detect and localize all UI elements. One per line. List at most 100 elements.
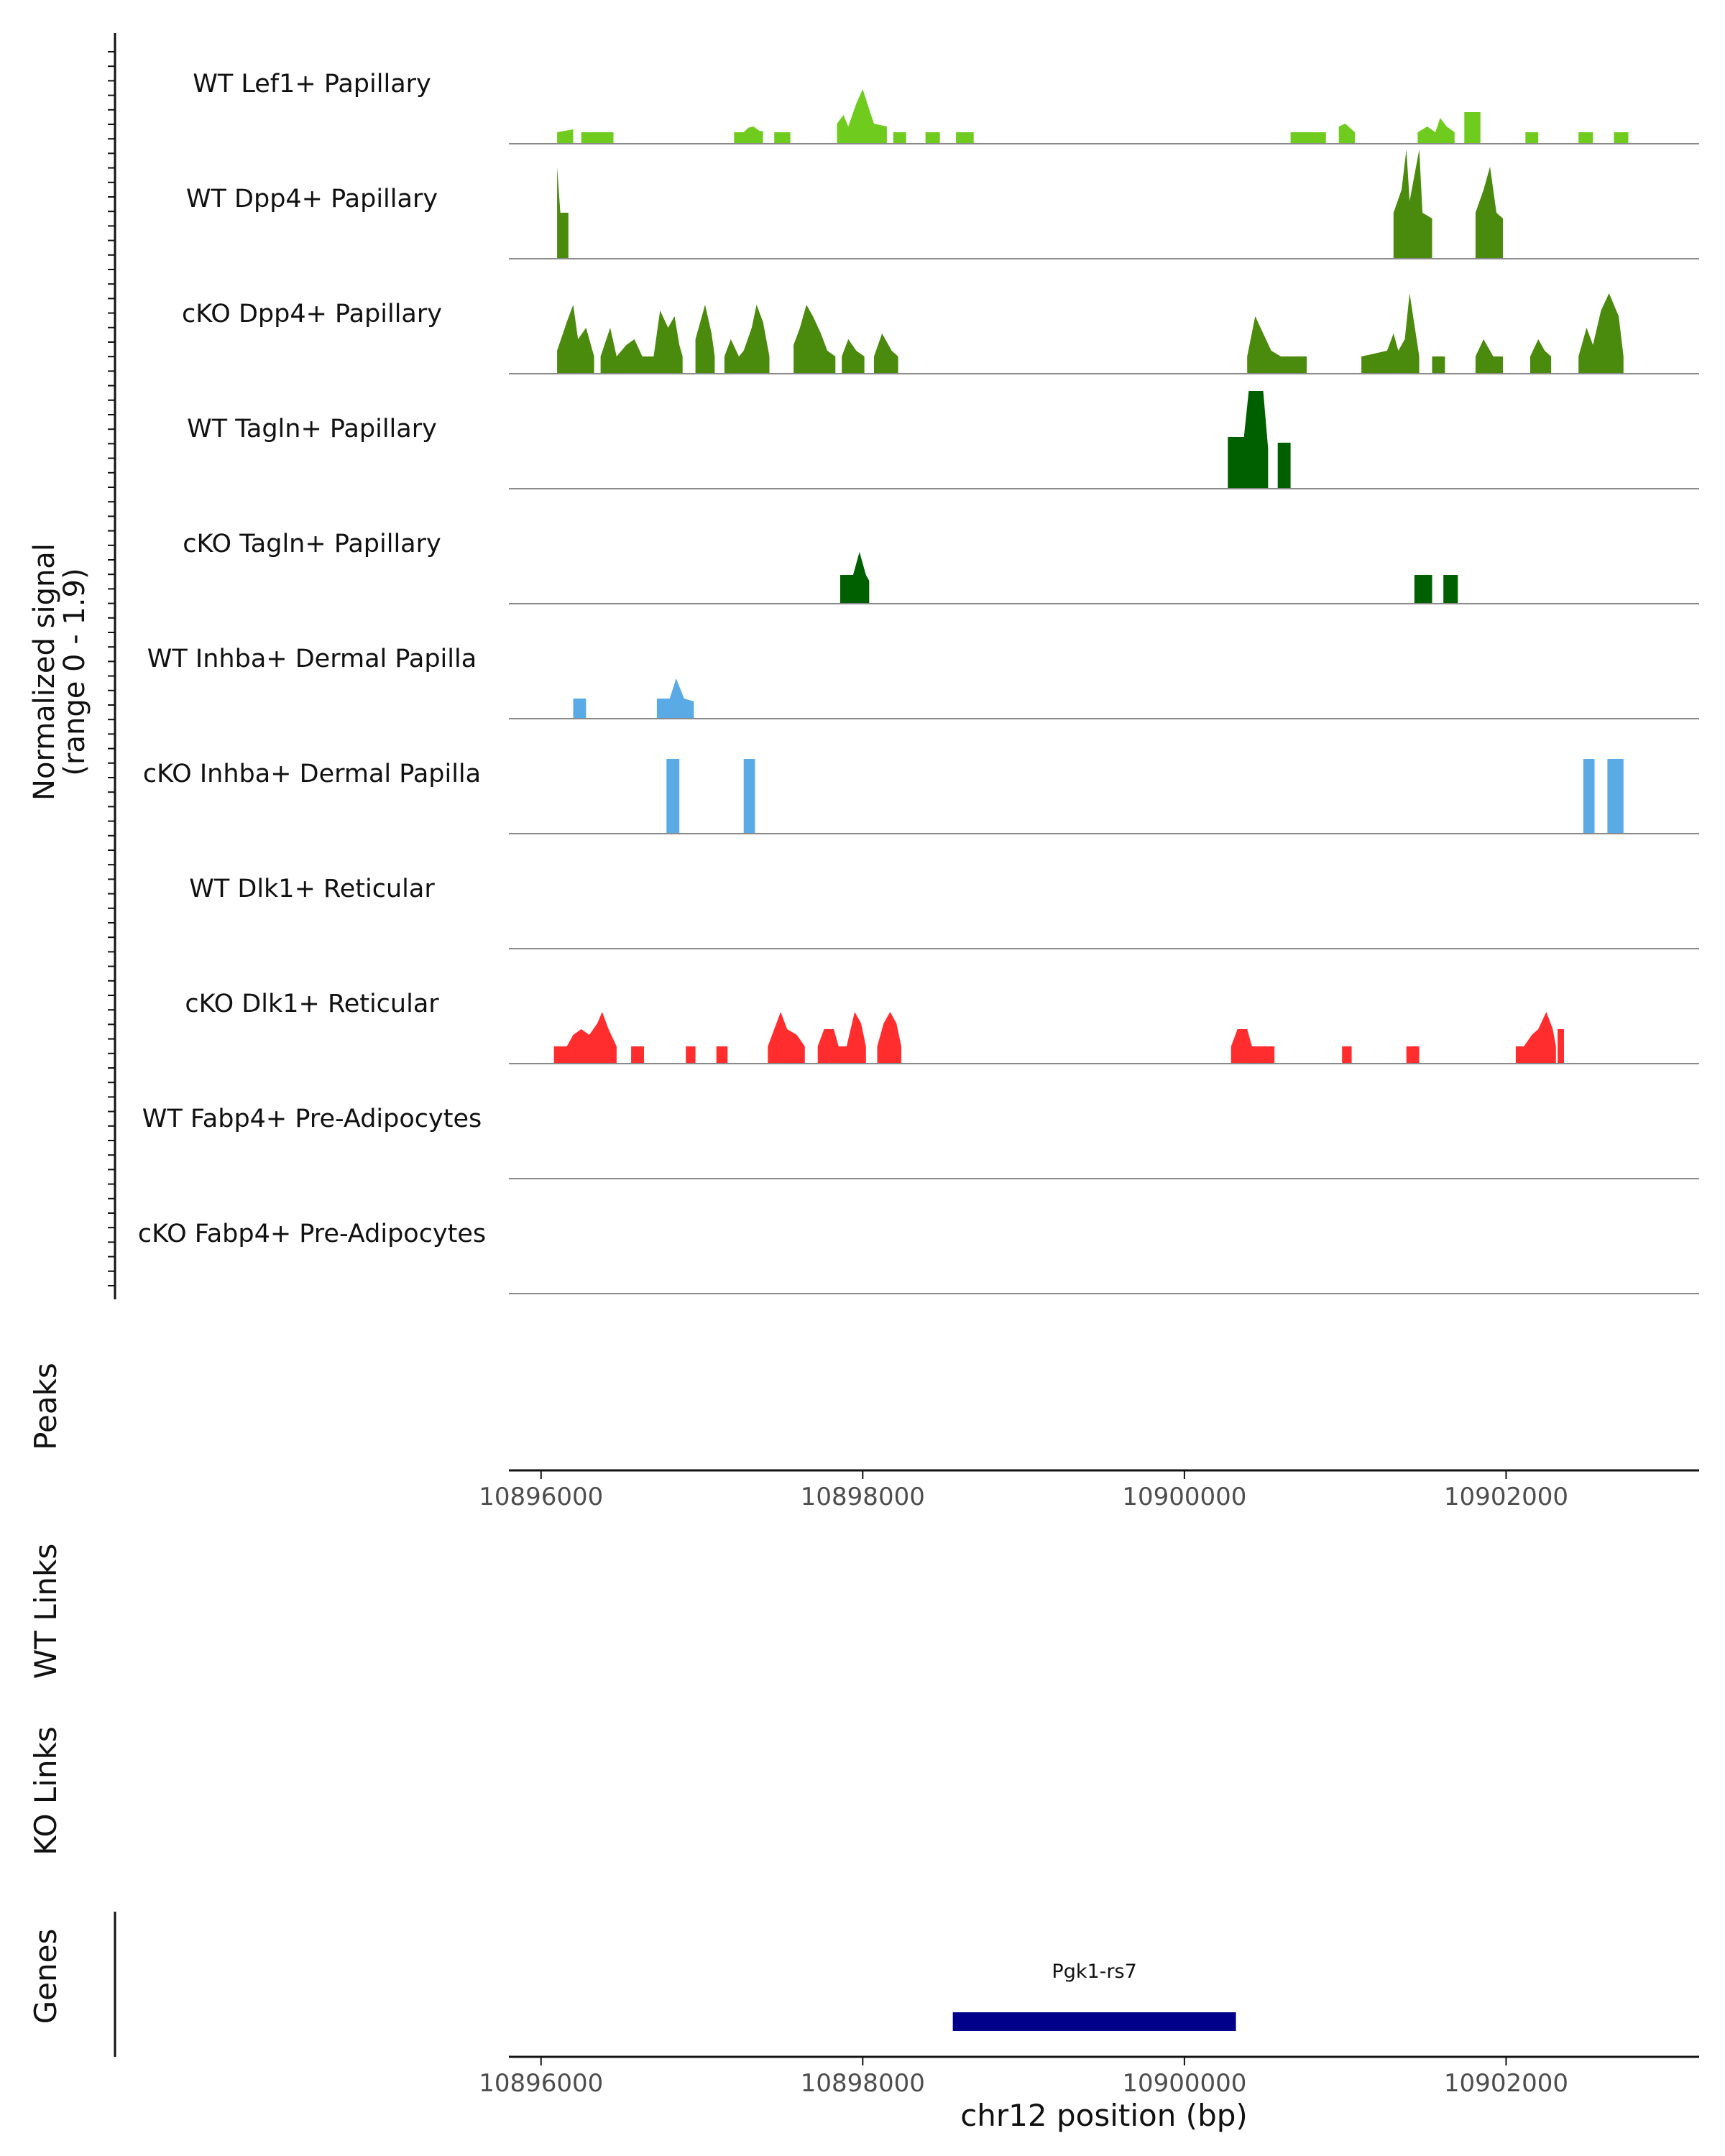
coverage-peak [1432,356,1445,374]
coverage-peak [581,132,614,144]
coverage-peak [874,333,898,374]
coverage-peak [1475,167,1503,259]
coverage-peak [557,167,569,259]
x-tick-label: 10900000 [1122,2069,1246,2098]
coverage-peak [1247,316,1307,374]
x-tick-label: 10902000 [1444,2069,1568,2098]
coverage-peak [716,1046,728,1064]
coverage-peak [1417,118,1455,144]
coverage-peak [557,129,574,144]
coverage-peak [1515,1012,1556,1064]
y-axis-label: Normalized signal [28,543,61,801]
coverage-peak [794,305,836,374]
track-label: WT Dpp4+ Papillary [186,185,438,213]
track-6: WT Inhba+ Dermal Papilla [147,645,1699,719]
track-8: WT Dlk1+ Reticular [189,875,1699,949]
track-label: cKO Dlk1+ Reticular [185,990,439,1018]
coverage-peak [1525,132,1539,144]
coverage-peak [893,132,906,144]
gene-label: Pgk1-rs7 [1052,1961,1136,1983]
track-4: WT Tagln+ Papillary [187,391,1699,489]
track-label: WT Fabp4+ Pre-Adipocytes [142,1105,482,1133]
coverage-peak [1614,132,1629,144]
coverage-peak [1464,112,1481,144]
panel-title: Genes [28,1929,63,2024]
coverage-peak [842,339,865,374]
coverage-peak [1338,124,1356,144]
coverage-peak [743,759,755,834]
coverage-peak [1475,339,1503,374]
track-5: cKO Tagln+ Papillary [183,530,1699,604]
track-1: WT Lef1+ Papillary [193,70,1699,144]
track-3: cKO Dpp4+ Papillary [182,293,1699,374]
coverage-peak [1342,1046,1352,1064]
coverage-peak [956,132,974,144]
y-axis-range-label: (range 0 - 1.9) [58,568,91,775]
x-tick-label: 10898000 [801,1483,925,1511]
coverage-peak [573,699,586,719]
track-label: cKO Inhba+ Dermal Papilla [143,760,481,788]
coverage-peak [656,678,694,719]
x-tick-label: 10902000 [1444,1483,1568,1511]
genes-x-axis: 10896000 10898000 10900000 10902000 [479,2055,1699,2098]
coverage-peak [1393,149,1432,259]
coverage-peak [774,132,791,144]
gene-body [952,2012,1236,2031]
side-panels: Peaks WT Links KO Links Genes [28,1363,116,2057]
coverage-tracks: WT Lef1+ Papillary WT Dpp4+ Papillary cKO … [138,70,1699,1294]
track-label: WT Lef1+ Papillary [193,70,431,98]
track-11: cKO Fabp4+ Pre-Adipocytes [138,1220,1699,1294]
track-label: cKO Fabp4+ Pre-Adipocytes [138,1220,486,1248]
x-tick-label: 10896000 [479,2069,603,2098]
coverage-peak [1414,575,1432,604]
track-label: WT Inhba+ Dermal Papilla [147,645,477,673]
coverage-peak [686,1046,696,1064]
peaks-x-axis: 10896000 10898000 10900000 10902000 [479,1469,1699,1511]
coverage-peak [631,1046,644,1064]
x-tick-label: 10896000 [479,1483,603,1511]
coverage-peak [1290,132,1326,144]
coverage-peak [768,1012,805,1064]
coverage-peak [877,1012,901,1064]
coverage-peak [1228,391,1269,489]
coverage-peak [925,132,940,144]
coverage-peak [1578,132,1593,144]
coverage-y-axis [108,33,116,1299]
panel-title: Peaks [28,1363,63,1450]
coverage-peak [724,305,770,374]
track-label: cKO Dpp4+ Papillary [182,300,442,328]
coverage-peak [666,759,680,834]
track-2: WT Dpp4+ Papillary [186,149,1699,259]
coverage-peak [695,305,715,374]
coverage-peak [817,1012,866,1064]
coverage-peak [1530,339,1552,374]
coverage-peak [557,305,594,374]
coverage-peak [1277,443,1291,489]
coverage-peak [1361,293,1420,374]
coverage-peak [840,552,870,604]
coverage-peak [1443,575,1458,604]
coverage-peak [600,310,683,374]
coverage-peak [1558,1029,1564,1064]
gene-annotation-panel: Pgk1-rs7 [952,1961,1236,2031]
coverage-peak [1583,759,1595,834]
track-7: cKO Inhba+ Dermal Papilla [143,759,1699,834]
x-tick-label: 10898000 [801,2069,925,2098]
track-label: WT Dlk1+ Reticular [189,875,435,903]
panel-title: KO Links [28,1726,63,1856]
coverage-peak [734,126,763,144]
track-label: cKO Tagln+ Papillary [183,530,441,558]
track-9: cKO Dlk1+ Reticular [185,990,1699,1064]
coverage-peak [1607,759,1624,834]
coverage-peak [1230,1029,1275,1064]
coverage-peak [553,1012,617,1064]
coverage-peak [1406,1046,1420,1064]
x-tick-label: 10900000 [1122,1483,1246,1511]
track-10: WT Fabp4+ Pre-Adipocytes [142,1105,1699,1179]
coverage-peak [837,89,887,144]
track-label: WT Tagln+ Papillary [187,415,437,443]
coverage-peak [1578,293,1624,374]
panel-title: WT Links [28,1544,63,1679]
x-axis-label: chr12 position (bp) [960,2098,1248,2133]
